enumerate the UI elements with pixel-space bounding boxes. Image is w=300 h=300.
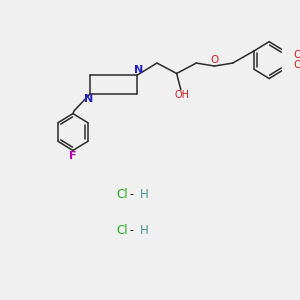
Text: Cl: Cl — [116, 224, 127, 237]
Text: H: H — [140, 188, 149, 201]
Text: F: F — [69, 152, 76, 161]
Text: H: H — [140, 224, 149, 237]
Text: N: N — [84, 94, 94, 104]
Text: O: O — [293, 50, 300, 60]
Text: O: O — [293, 60, 300, 70]
Text: OH: OH — [174, 90, 189, 100]
Text: Cl: Cl — [116, 188, 127, 201]
Text: -: - — [126, 188, 138, 201]
Text: N: N — [134, 65, 143, 76]
Text: O: O — [210, 55, 219, 65]
Text: -: - — [126, 224, 138, 237]
